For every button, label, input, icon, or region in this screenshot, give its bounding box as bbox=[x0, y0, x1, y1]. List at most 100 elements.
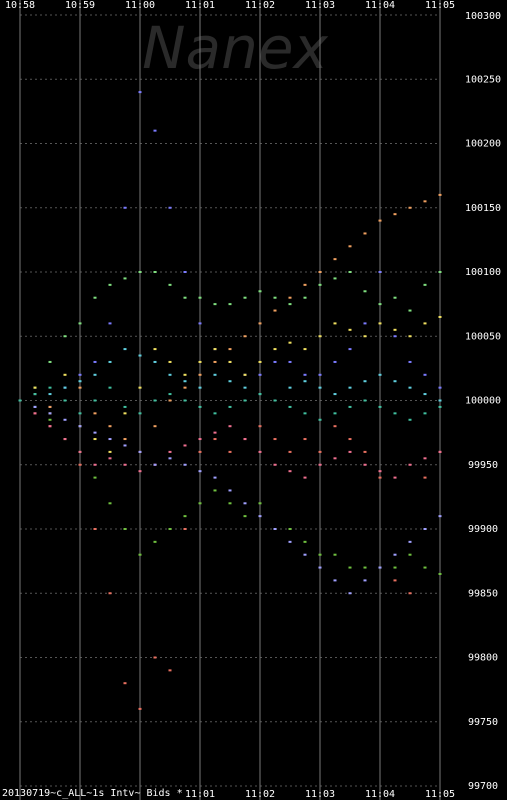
point bbox=[183, 373, 187, 376]
point bbox=[78, 322, 82, 325]
point bbox=[213, 438, 217, 441]
point bbox=[288, 405, 292, 408]
point bbox=[123, 206, 127, 209]
point bbox=[258, 502, 262, 505]
point bbox=[108, 502, 112, 505]
point bbox=[438, 271, 442, 273]
point bbox=[303, 380, 307, 383]
point bbox=[183, 444, 187, 447]
y-tick-label: 99950 bbox=[468, 460, 498, 471]
point bbox=[138, 91, 142, 94]
point bbox=[438, 193, 442, 196]
point bbox=[378, 405, 382, 408]
point bbox=[288, 540, 292, 543]
x-tick-label: 11:01 bbox=[185, 0, 215, 11]
point bbox=[48, 425, 52, 428]
point bbox=[378, 271, 382, 273]
point bbox=[108, 425, 112, 428]
point bbox=[378, 303, 382, 306]
point bbox=[243, 373, 247, 376]
point bbox=[243, 386, 247, 389]
point bbox=[108, 438, 112, 441]
point bbox=[348, 592, 352, 595]
point bbox=[123, 438, 127, 441]
point bbox=[363, 322, 367, 325]
x-tick-label: 10:59 bbox=[65, 0, 95, 11]
point bbox=[198, 296, 202, 299]
point bbox=[78, 373, 82, 376]
point bbox=[93, 373, 97, 376]
point bbox=[123, 528, 127, 530]
point bbox=[78, 450, 82, 453]
point bbox=[438, 515, 442, 518]
y-tick-label: 99750 bbox=[468, 717, 498, 728]
point bbox=[48, 405, 52, 408]
point bbox=[243, 515, 247, 518]
point bbox=[393, 412, 397, 415]
x-tick-label: 10:58 bbox=[5, 0, 35, 11]
point bbox=[318, 373, 322, 376]
point bbox=[213, 360, 217, 363]
point bbox=[108, 386, 112, 389]
x-tick-label: 11:02 bbox=[245, 0, 275, 11]
point bbox=[423, 457, 427, 460]
point bbox=[33, 405, 37, 408]
point bbox=[33, 412, 37, 415]
point bbox=[198, 470, 202, 473]
point bbox=[108, 360, 112, 363]
point bbox=[288, 303, 292, 306]
point bbox=[198, 373, 202, 376]
y-tick-label: 99800 bbox=[468, 653, 498, 664]
point bbox=[378, 566, 382, 569]
point bbox=[138, 271, 142, 273]
point bbox=[378, 476, 382, 479]
point bbox=[213, 431, 217, 434]
point bbox=[213, 348, 217, 351]
point bbox=[138, 386, 142, 389]
point bbox=[108, 592, 112, 595]
point bbox=[423, 566, 427, 569]
point bbox=[333, 360, 337, 363]
point bbox=[318, 450, 322, 453]
point bbox=[138, 553, 142, 556]
point bbox=[138, 354, 142, 357]
point bbox=[393, 579, 397, 582]
point bbox=[408, 206, 412, 209]
point bbox=[423, 393, 427, 396]
point bbox=[258, 393, 262, 396]
point bbox=[333, 258, 337, 261]
point bbox=[438, 399, 442, 402]
y-tick-label: 99850 bbox=[468, 588, 498, 599]
y-tick-label: 100200 bbox=[465, 139, 501, 150]
point bbox=[48, 393, 52, 396]
point bbox=[153, 271, 157, 273]
point bbox=[318, 335, 322, 338]
y-tick-label: 100100 bbox=[465, 267, 501, 278]
point bbox=[123, 277, 127, 280]
point bbox=[243, 399, 247, 402]
y-tick-label: 100250 bbox=[465, 74, 501, 85]
y-tick-label: 100050 bbox=[465, 331, 501, 342]
point bbox=[228, 360, 232, 363]
point bbox=[423, 476, 427, 479]
point bbox=[393, 296, 397, 299]
point bbox=[48, 386, 52, 389]
point bbox=[213, 303, 217, 306]
point bbox=[213, 476, 217, 479]
point bbox=[318, 271, 322, 273]
point bbox=[438, 386, 442, 389]
watermark: Nanex bbox=[142, 14, 328, 82]
point bbox=[333, 277, 337, 280]
point bbox=[408, 553, 412, 556]
point bbox=[438, 572, 442, 575]
point bbox=[153, 656, 157, 659]
point bbox=[348, 348, 352, 351]
point bbox=[168, 393, 172, 396]
point bbox=[273, 438, 277, 441]
point bbox=[93, 463, 97, 466]
point bbox=[48, 412, 52, 415]
point bbox=[243, 502, 247, 505]
point bbox=[183, 515, 187, 518]
